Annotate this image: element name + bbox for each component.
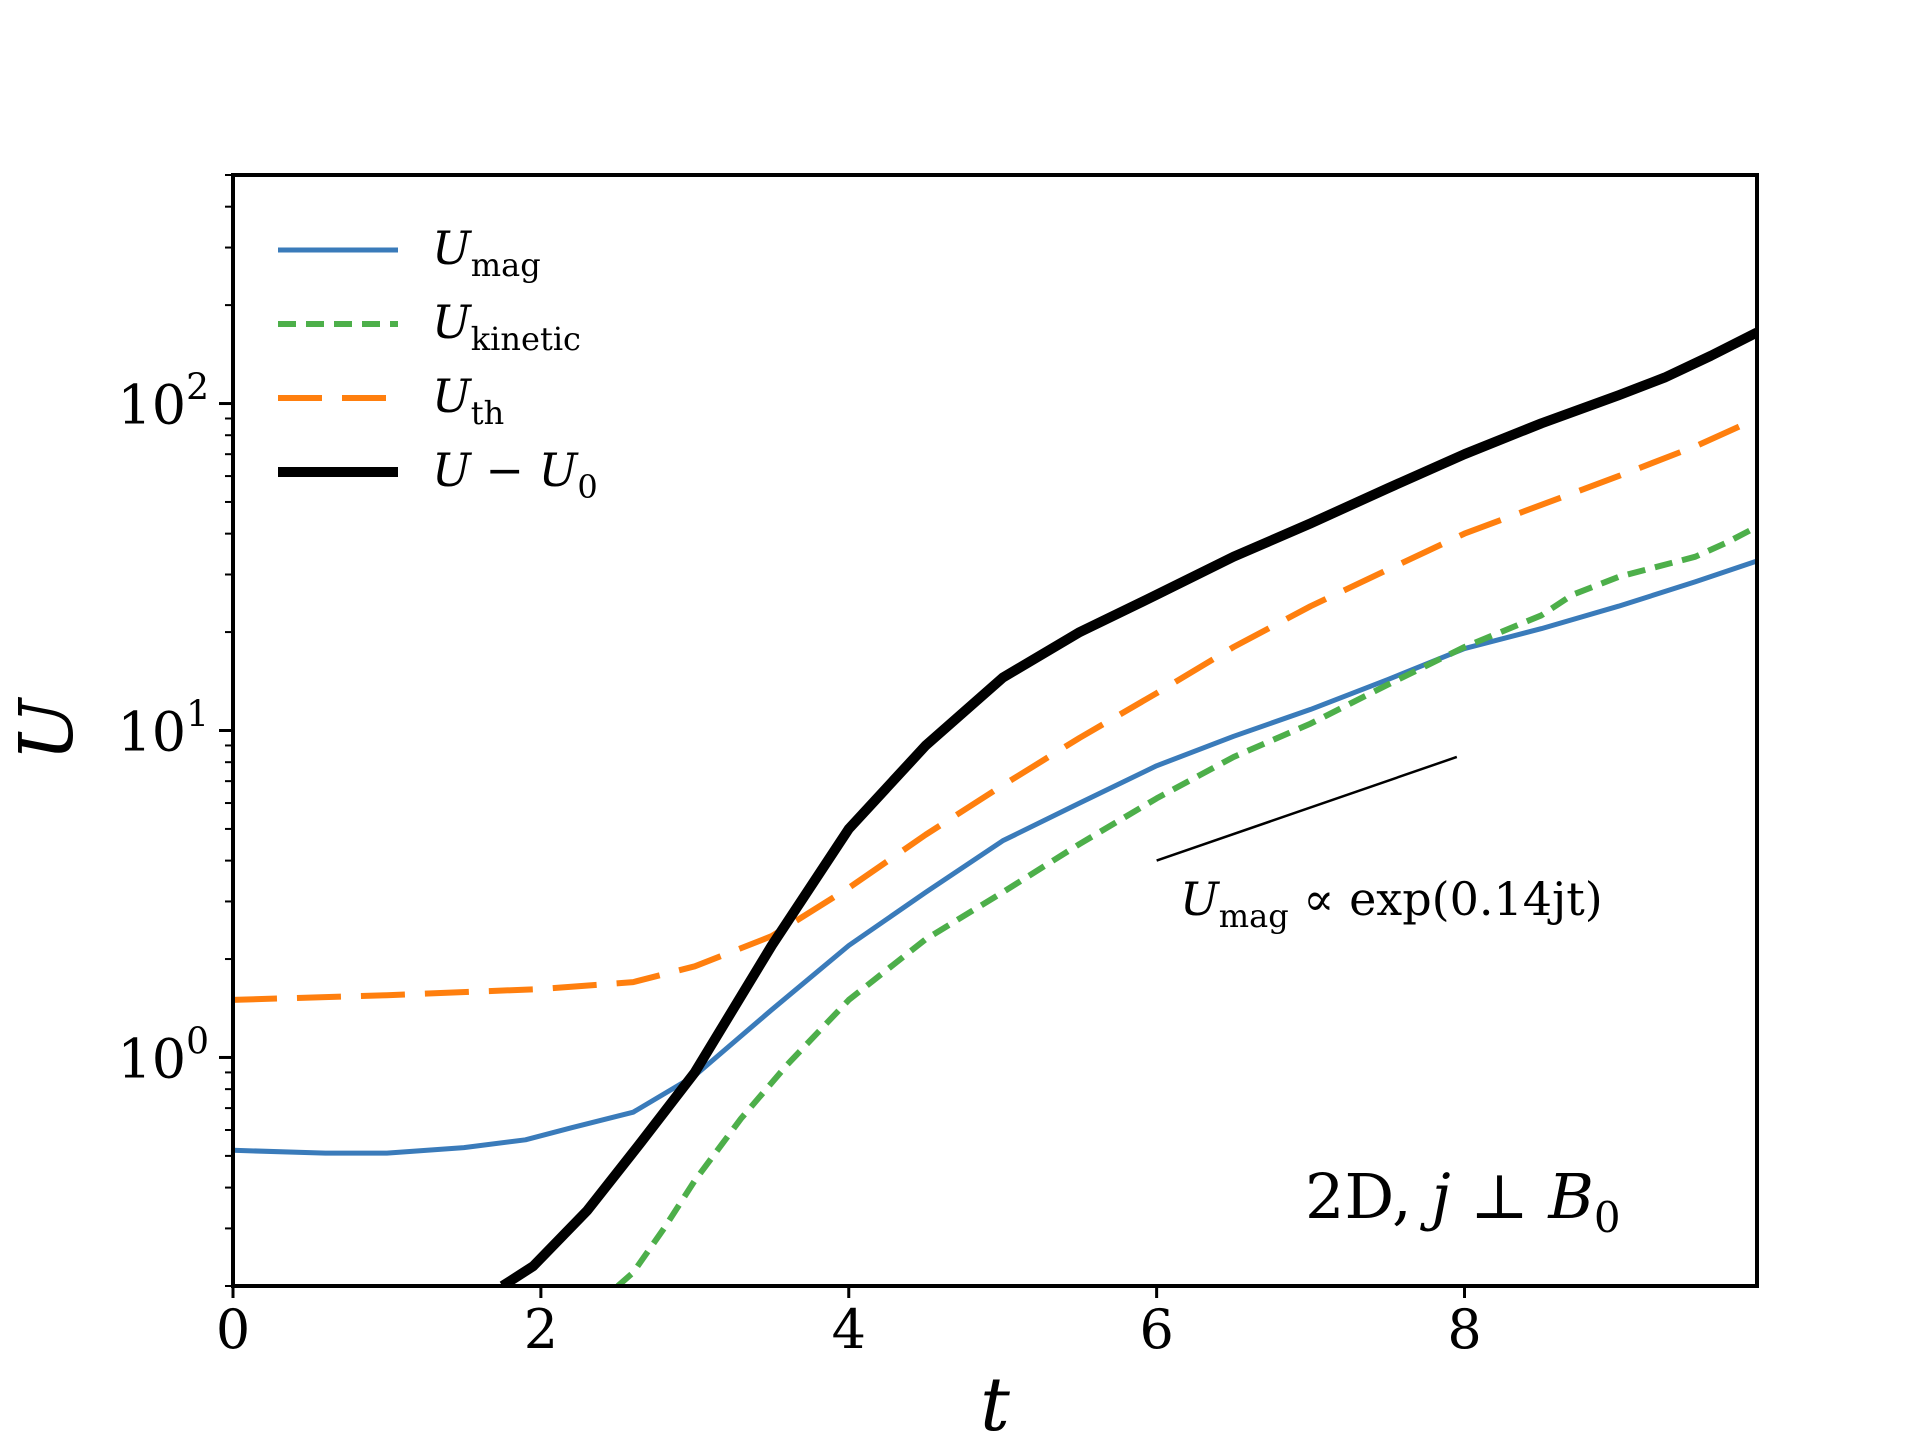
legend-label-main: U [432, 369, 473, 423]
series-line-mag [233, 558, 1757, 1156]
x-tick-label: 2 [524, 1298, 558, 1361]
series-line-th [233, 415, 1757, 1003]
y-tick-base: 10 [117, 374, 186, 437]
case-annotation-B: B [1547, 1160, 1594, 1233]
legend-label-sub: mag [471, 246, 541, 284]
x-tick-label: 6 [1139, 1298, 1173, 1361]
x-axis-ticks: 0 2 4 6 8 [216, 1286, 1482, 1361]
fit-slope-line [1156, 755, 1458, 862]
x-tick-label: 0 [216, 1298, 250, 1361]
series-lines [233, 327, 1757, 1286]
y-tick-exp: 1 [186, 695, 209, 736]
case-annotation-perp: ⊥ [1451, 1160, 1549, 1233]
fit-annotation: Umag ∝ exp(0.14jt) [1180, 872, 1603, 935]
legend-label-tot: U − U0 [432, 443, 598, 506]
series-line-tot [499, 327, 1757, 1286]
legend-label-main: U [432, 221, 473, 275]
y-tick-exp: 2 [186, 368, 209, 409]
plot-frame [231, 173, 1759, 1288]
legend-label-main: U [432, 295, 473, 349]
legend-label-sub: th [471, 394, 504, 432]
legend-label-rest-sub: 0 [577, 468, 597, 506]
y-tick-base: 10 [117, 1027, 186, 1090]
y-tick-label: 102 [117, 368, 209, 437]
legend-label-rest: − U [471, 443, 580, 497]
legend-label-mag: Umag [432, 221, 541, 284]
legend-label-th: Uth [432, 369, 504, 432]
case-annotation-pre: 2D, [1305, 1160, 1431, 1233]
case-annotation-B-sub: 0 [1594, 1193, 1621, 1242]
case-annotation: 2D, j ⊥ B0 [1305, 1160, 1621, 1242]
fit-annotation-rest: ∝ exp(0.14jt) [1289, 872, 1603, 926]
legend-label-sub: kinetic [471, 320, 581, 358]
y-axis-label: U [4, 696, 90, 761]
legend-label-main: U [432, 443, 473, 497]
series-line-kin [615, 524, 1757, 1286]
x-axis-label: t [980, 1362, 1010, 1440]
fit-annotation-main: U [1180, 872, 1221, 926]
fit-annotation-sub: mag [1219, 897, 1289, 935]
legend-label-kin: Ukinetic [432, 295, 581, 358]
y-tick-label: 101 [117, 695, 209, 764]
x-tick-label: 8 [1447, 1298, 1481, 1361]
y-tick-label: 100 [117, 1021, 209, 1090]
x-tick-label: 4 [832, 1298, 866, 1361]
y-tick-base: 10 [117, 701, 186, 764]
y-tick-exp: 0 [186, 1021, 209, 1062]
